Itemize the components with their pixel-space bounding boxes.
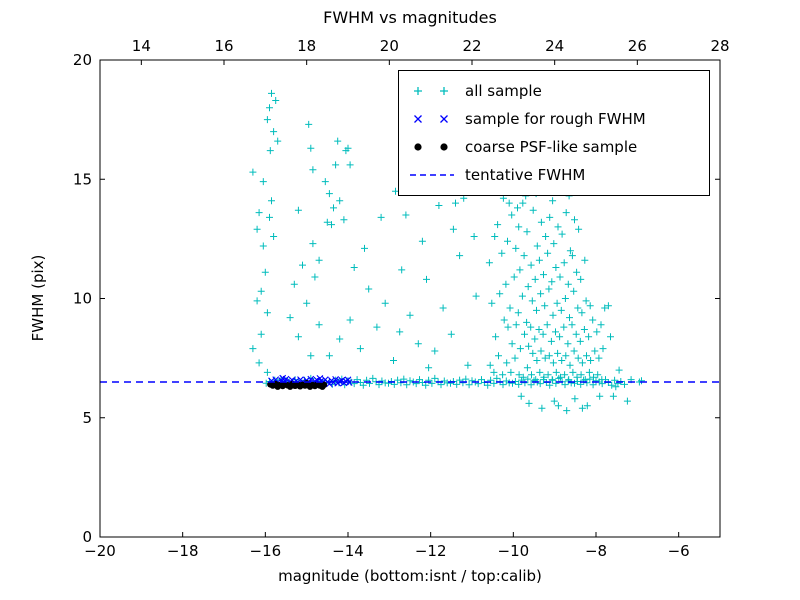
- dashed-line-icon: [410, 174, 454, 176]
- series-coarse-psf: [267, 380, 328, 390]
- plus-marker-icon: [414, 87, 448, 95]
- legend-item-coarse-psf: coarse PSF-like sample: [407, 133, 701, 161]
- top-tick-label: 24: [545, 37, 564, 55]
- legend: all sample sample for rough FWHM coarse …: [398, 70, 710, 196]
- top-tick-label: 20: [380, 37, 399, 55]
- x-tick-label: −14: [332, 542, 364, 560]
- top-tick-label: 18: [297, 37, 316, 55]
- y-tick-label: 5: [82, 409, 92, 427]
- x-tick-label: −6: [668, 542, 690, 560]
- x-marker-icon: [414, 115, 448, 123]
- legend-label-tentative-fwhm: tentative FWHM: [465, 166, 586, 184]
- y-tick-label: 20: [73, 51, 92, 69]
- x-tick-label: −10: [498, 542, 530, 560]
- legend-label-all-sample: all sample: [465, 82, 542, 100]
- y-tick-label: 15: [73, 170, 92, 188]
- top-tick-label: 16: [214, 37, 233, 55]
- top-tick-label: 22: [462, 37, 481, 55]
- series-all-sample: [249, 89, 645, 415]
- x-tick-label: −18: [167, 542, 199, 560]
- legend-item-tentative-fwhm: tentative FWHM: [407, 161, 701, 189]
- y-tick-label: 0: [82, 528, 92, 546]
- x-axis-label: magnitude (bottom:isnt / top:calib): [278, 567, 542, 585]
- top-tick-label: 14: [132, 37, 151, 55]
- legend-item-rough-fwhm: sample for rough FWHM: [407, 105, 701, 133]
- x-tick-label: −20: [84, 542, 116, 560]
- tick-labels: −20 −18 −16 −14 −12 −10 −8 −6 14 16 18 20 22 24 26 28 0 5…: [73, 37, 730, 560]
- series-layer: [100, 89, 720, 415]
- legend-label-rough-fwhm: sample for rough FWHM: [465, 110, 646, 128]
- legend-label-coarse-psf: coarse PSF-like sample: [465, 138, 638, 156]
- x-tick-label: −8: [585, 542, 607, 560]
- top-tick-label: 26: [628, 37, 647, 55]
- top-tick-label: 28: [710, 37, 729, 55]
- legend-item-all-sample: all sample: [407, 77, 701, 105]
- x-tick-label: −16: [250, 542, 282, 560]
- y-axis-label: FWHM (pix): [29, 254, 47, 342]
- y-tick-label: 10: [73, 290, 92, 308]
- dot-marker-icon: [414, 143, 448, 151]
- chart-title: FWHM vs magnitudes: [323, 8, 497, 27]
- x-tick-label: −12: [415, 542, 447, 560]
- axes-border: [99, 59, 721, 538]
